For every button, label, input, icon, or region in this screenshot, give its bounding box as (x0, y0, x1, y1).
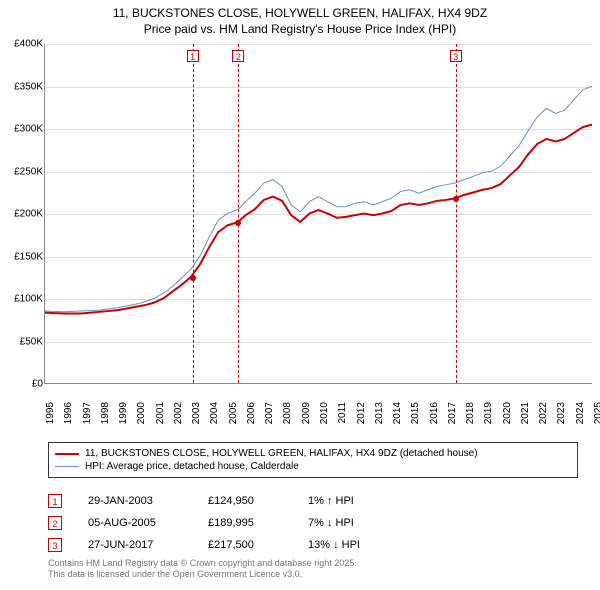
y-axis-label: £150K (9, 251, 43, 262)
x-axis-label: 2015 (410, 402, 421, 424)
legend-label: 11, BUCKSTONES CLOSE, HOLYWELL GREEN, HA… (85, 448, 478, 459)
chart-title: 11, BUCKSTONES CLOSE, HOLYWELL GREEN, HA… (0, 0, 600, 37)
sale-marker-dot (235, 220, 241, 226)
x-axis-label: 2014 (392, 402, 403, 424)
x-axis-label: 2009 (301, 402, 312, 424)
sales-table: 1 29-JAN-2003£124,9501% ↑ HPI 2 05-AUG-2005… (48, 490, 408, 556)
legend-item: 11, BUCKSTONES CLOSE, HOLYWELL GREEN, HA… (55, 447, 571, 460)
y-axis-label: £250K (9, 166, 43, 177)
x-axis-label: 2012 (356, 402, 367, 424)
sale-num-badge: 3 (48, 538, 62, 552)
sale-row: 2 05-AUG-2005£189,9957% ↓ HPI (48, 512, 408, 534)
x-axis-label: 2001 (155, 402, 166, 424)
x-axis-label: 2023 (556, 402, 567, 424)
x-axis-label: 1999 (118, 402, 129, 424)
x-axis-label: 2020 (502, 402, 513, 424)
y-axis-label: £50K (9, 336, 43, 347)
sale-num-badge: 2 (48, 516, 62, 530)
sale-price: £189,995 (208, 517, 308, 529)
x-axis-label: 2022 (538, 402, 549, 424)
x-axis-label: 2007 (264, 402, 275, 424)
title-line-2: Price paid vs. HM Land Registry's House … (0, 22, 600, 38)
sale-marker-badge: 2 (232, 50, 244, 62)
sale-marker-badge: 3 (450, 50, 462, 62)
x-axis-label: 2021 (520, 402, 531, 424)
legend-swatch (55, 466, 79, 467)
sale-price: £124,950 (208, 495, 308, 507)
x-axis-label: 1997 (82, 402, 93, 424)
x-axis-label: 2005 (228, 402, 239, 424)
title-line-1: 11, BUCKSTONES CLOSE, HOLYWELL GREEN, HA… (0, 6, 600, 22)
x-axis-label: 2013 (374, 402, 385, 424)
sale-diff: 13% ↓ HPI (308, 539, 408, 551)
x-axis-label: 2000 (136, 402, 147, 424)
legend-label: HPI: Average price, detached house, Cald… (85, 461, 299, 472)
sale-num-badge: 1 (48, 494, 62, 508)
y-axis-label: £400K (9, 39, 43, 50)
x-axis-label: 2010 (319, 402, 330, 424)
x-axis-label: 2017 (447, 402, 458, 424)
footer-line-1: Contains HM Land Registry data © Crown c… (48, 558, 357, 569)
x-axis-label: 2002 (173, 402, 184, 424)
y-axis-label: £350K (9, 81, 43, 92)
sale-row: 3 27-JUN-2017£217,50013% ↓ HPI (48, 534, 408, 556)
x-axis-label: 2003 (191, 402, 202, 424)
footer-line-2: This data is licensed under the Open Gov… (48, 569, 357, 580)
chart-lines (45, 44, 592, 383)
sale-row: 1 29-JAN-2003£124,9501% ↑ HPI (48, 490, 408, 512)
y-axis-label: £0 (9, 379, 43, 390)
x-axis-label: 1998 (100, 402, 111, 424)
x-axis-label: 2018 (465, 402, 476, 424)
y-axis-label: £300K (9, 124, 43, 135)
plot-area: £0£50K£100K£150K£200K£250K£300K£350K£400… (44, 44, 592, 384)
chart-container: 11, BUCKSTONES CLOSE, HOLYWELL GREEN, HA… (0, 0, 600, 590)
footer: Contains HM Land Registry data © Crown c… (48, 558, 357, 581)
y-axis-label: £200K (9, 209, 43, 220)
y-axis-label: £100K (9, 294, 43, 305)
x-axis-label: 2006 (246, 402, 257, 424)
sale-price: £217,500 (208, 539, 308, 551)
x-axis-label: 2011 (337, 402, 348, 424)
x-axis-label: 2016 (429, 402, 440, 424)
sale-marker-dot (190, 275, 196, 281)
x-axis-label: 2024 (575, 402, 586, 424)
sale-date: 27-JUN-2017 (88, 539, 208, 551)
legend-item: HPI: Average price, detached house, Cald… (55, 460, 571, 473)
series-property (45, 125, 592, 314)
sale-diff: 1% ↑ HPI (308, 495, 408, 507)
series-hpi (45, 86, 592, 311)
x-axis-label: 1995 (45, 402, 56, 424)
x-axis-label: 1996 (63, 402, 74, 424)
x-axis-label: 2019 (483, 402, 494, 424)
chart-area: £0£50K£100K£150K£200K£250K£300K£350K£400… (8, 44, 592, 404)
legend: 11, BUCKSTONES CLOSE, HOLYWELL GREEN, HA… (48, 442, 578, 478)
sale-marker-badge: 1 (187, 50, 199, 62)
legend-swatch (55, 453, 79, 455)
sale-marker-dot (453, 196, 459, 202)
sale-diff: 7% ↓ HPI (308, 517, 408, 529)
sale-date: 29-JAN-2003 (88, 495, 208, 507)
sale-date: 05-AUG-2005 (88, 517, 208, 529)
x-axis-label: 2025 (593, 402, 600, 424)
x-axis-label: 2004 (209, 402, 220, 424)
x-axis-label: 2008 (282, 402, 293, 424)
